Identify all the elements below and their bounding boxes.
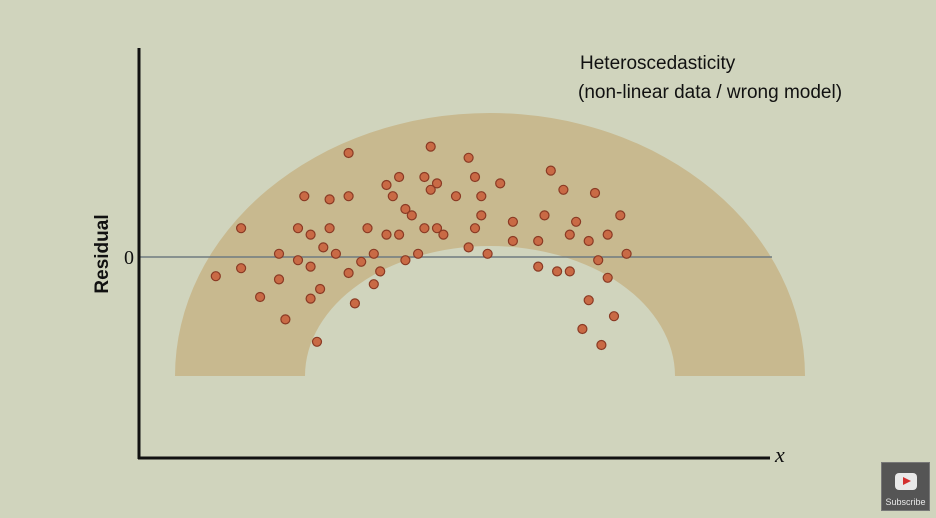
data-point bbox=[476, 191, 487, 202]
data-point bbox=[596, 339, 607, 351]
data-point bbox=[413, 248, 424, 259]
data-point bbox=[381, 179, 392, 191]
data-point bbox=[349, 298, 360, 309]
data-point bbox=[305, 293, 316, 304]
data-point bbox=[425, 141, 436, 152]
data-point bbox=[368, 279, 379, 290]
play-icon bbox=[895, 473, 917, 490]
data-point bbox=[463, 152, 474, 163]
data-point bbox=[564, 266, 575, 277]
data-point bbox=[273, 274, 285, 285]
data-point bbox=[343, 267, 354, 279]
data-point bbox=[577, 323, 588, 335]
data-point bbox=[299, 191, 310, 202]
subscribe-label: Subscribe bbox=[885, 497, 926, 507]
data-point bbox=[469, 223, 481, 234]
data-point bbox=[431, 223, 443, 234]
data-point bbox=[362, 223, 373, 234]
y-axis-label: Residual bbox=[92, 214, 113, 293]
data-point bbox=[236, 263, 247, 274]
data-point bbox=[602, 229, 613, 240]
x-axis-label: x bbox=[774, 442, 785, 467]
data-point bbox=[375, 266, 386, 277]
data-point bbox=[236, 223, 247, 234]
data-point bbox=[583, 235, 594, 247]
data-point bbox=[533, 235, 544, 247]
data-points bbox=[210, 141, 632, 351]
data-point bbox=[583, 295, 594, 306]
data-point bbox=[343, 191, 354, 202]
data-point bbox=[324, 223, 335, 234]
data-point bbox=[400, 203, 411, 215]
data-point bbox=[315, 283, 326, 295]
data-point bbox=[330, 248, 341, 259]
data-point bbox=[318, 242, 329, 253]
data-point bbox=[324, 194, 335, 205]
data-point bbox=[419, 223, 430, 234]
data-point bbox=[476, 210, 487, 221]
data-point bbox=[356, 256, 367, 267]
data-point bbox=[558, 184, 569, 195]
data-point bbox=[343, 147, 354, 159]
data-point bbox=[507, 235, 519, 247]
heteroscedasticity-band bbox=[175, 113, 805, 376]
data-point bbox=[406, 210, 417, 221]
data-point bbox=[545, 165, 556, 176]
data-point bbox=[551, 266, 563, 277]
data-point bbox=[292, 255, 304, 266]
data-point bbox=[507, 216, 519, 227]
data-point bbox=[608, 311, 620, 322]
data-point bbox=[394, 229, 405, 240]
data-point bbox=[255, 291, 266, 303]
data-point bbox=[305, 261, 316, 272]
subscribe-button[interactable]: Subscribe bbox=[881, 462, 930, 511]
data-point bbox=[621, 248, 632, 259]
data-point bbox=[593, 255, 604, 266]
data-point bbox=[450, 191, 462, 202]
data-point bbox=[602, 272, 613, 283]
data-point bbox=[615, 210, 626, 221]
data-point bbox=[564, 229, 575, 240]
data-point bbox=[292, 223, 304, 234]
data-point bbox=[469, 171, 481, 183]
data-point bbox=[431, 178, 443, 189]
data-point bbox=[533, 261, 544, 272]
data-point bbox=[463, 242, 474, 253]
data-point bbox=[589, 187, 601, 199]
y-tick-zero: 0 bbox=[124, 247, 134, 269]
data-point bbox=[311, 336, 323, 347]
data-point bbox=[539, 210, 550, 221]
data-point bbox=[368, 248, 379, 259]
data-point bbox=[438, 229, 449, 240]
data-point bbox=[210, 271, 221, 282]
data-point bbox=[387, 191, 398, 202]
data-point bbox=[305, 229, 316, 240]
data-point bbox=[394, 171, 405, 183]
chart-subtitle: (non-linear data / wrong model) bbox=[578, 82, 842, 103]
data-point bbox=[280, 314, 291, 325]
data-point bbox=[495, 178, 506, 189]
data-point bbox=[273, 248, 285, 259]
data-point bbox=[425, 184, 436, 195]
data-point bbox=[482, 248, 493, 259]
data-point bbox=[570, 216, 582, 227]
data-point bbox=[400, 255, 411, 266]
data-point bbox=[381, 229, 392, 240]
data-point bbox=[419, 171, 430, 183]
chart-title: Heteroscedasticity bbox=[580, 53, 736, 74]
